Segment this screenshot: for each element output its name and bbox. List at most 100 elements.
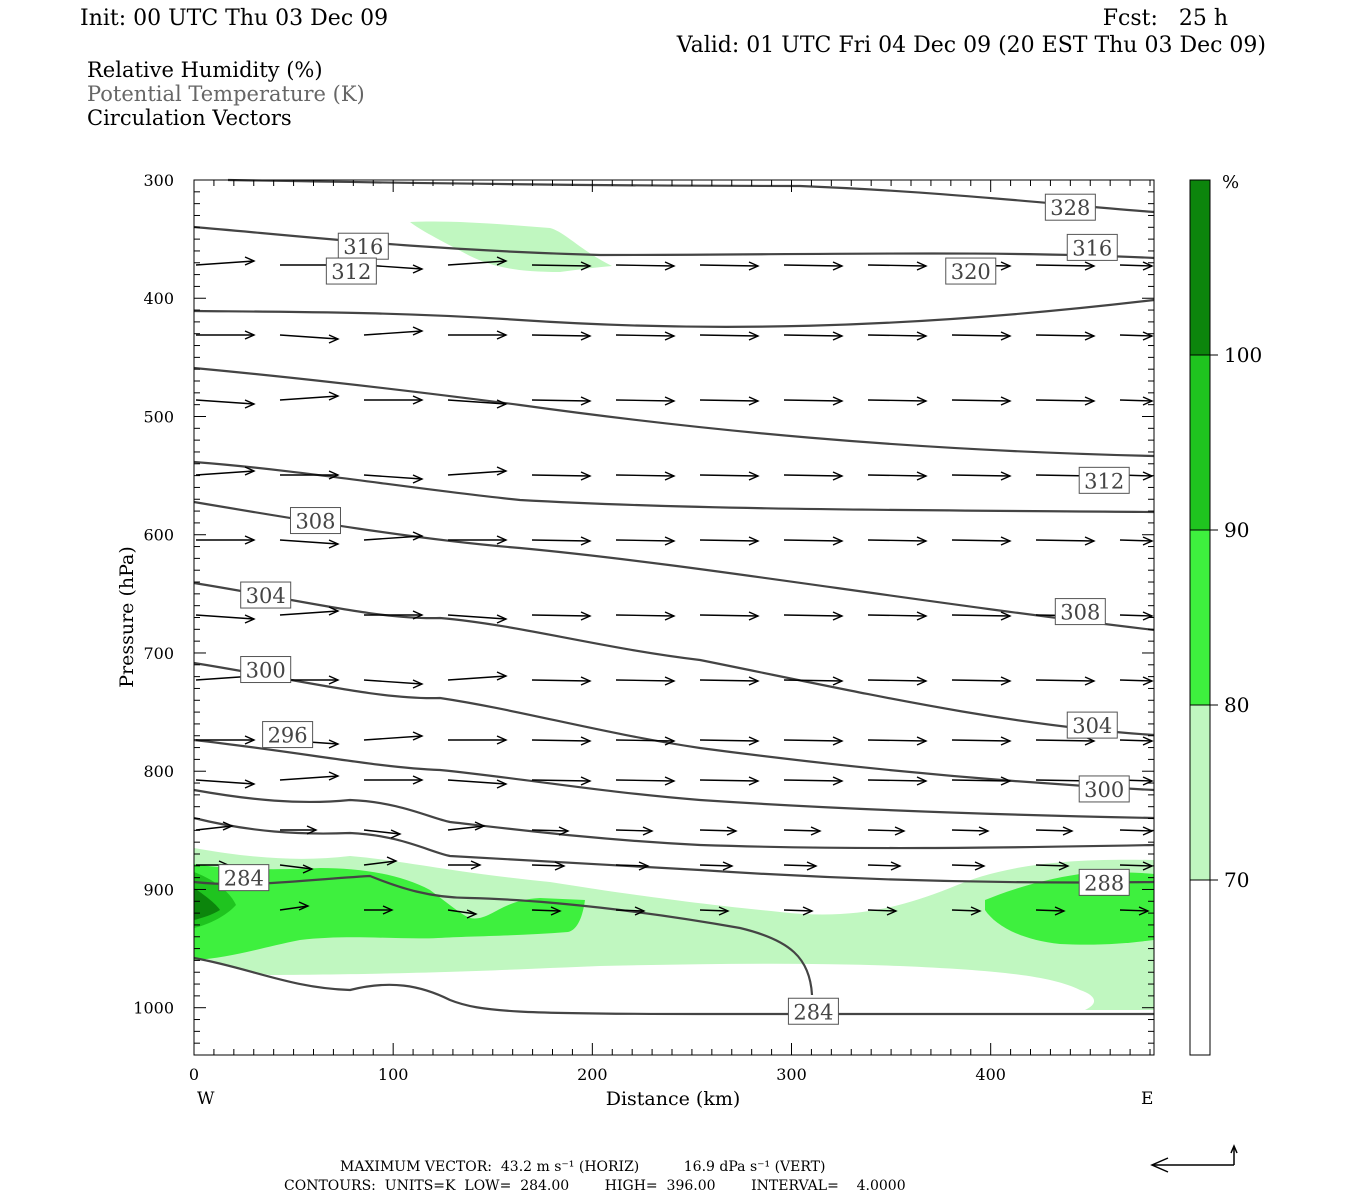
circulation-vector	[615, 779, 675, 782]
circulation-vector	[531, 334, 591, 337]
circulation-vector-head	[496, 735, 508, 745]
circulation-vector	[531, 909, 561, 912]
circulation-vector-head	[580, 776, 592, 786]
circulation-vector-head	[748, 331, 760, 341]
circulation-vector	[783, 539, 843, 542]
circulation-vector-head	[328, 539, 340, 549]
circulation-vector-head	[978, 826, 990, 836]
circulation-vector	[867, 334, 927, 337]
x-tick-labels: 0 100 200 300 400	[189, 1065, 1006, 1084]
y-tick-label: 900	[143, 880, 174, 899]
circulation-vector	[1119, 679, 1153, 682]
circulation-vector-head	[412, 395, 424, 405]
circulation-vector-head	[1058, 861, 1070, 871]
y-tick-label: 400	[143, 289, 174, 308]
circulation-vector	[363, 829, 401, 835]
circulation-vector-head	[328, 334, 340, 344]
circulation-vector	[951, 679, 1011, 682]
circulation-vector-head	[1142, 331, 1154, 341]
circulation-vector-head	[1084, 331, 1096, 341]
circulation-vector-head	[916, 396, 928, 406]
circulation-vector	[363, 330, 423, 336]
circulation-vector-head	[390, 829, 402, 839]
circulation-vector	[1035, 739, 1095, 742]
circulation-vector	[615, 399, 675, 402]
theta-contour-296	[193, 738, 1155, 820]
circulation-vector	[1119, 399, 1153, 402]
circulation-vector-head	[718, 906, 730, 916]
circulation-vector	[531, 829, 569, 832]
theta-label: 304	[1072, 714, 1112, 738]
colorbar-band-90-100	[1190, 355, 1210, 530]
circulation-vector-head	[806, 861, 818, 871]
circulation-vector	[447, 779, 507, 785]
circulation-vector-head	[748, 396, 760, 406]
circulation-vector-head	[496, 614, 508, 624]
circulation-vector-head	[1142, 826, 1154, 836]
circulation-vector	[951, 399, 1011, 402]
circulation-vector-head	[748, 611, 760, 621]
colorbar-band-80-90	[1190, 530, 1210, 705]
circulation-vector-head	[664, 776, 676, 786]
circulation-vector	[699, 739, 759, 742]
theta-contour-284	[193, 956, 1155, 1016]
theta-contour-300	[193, 661, 1155, 792]
circulation-vector	[531, 679, 591, 682]
circulation-vector-head	[886, 906, 898, 916]
circulation-vector	[615, 614, 675, 617]
circulation-vector-head	[302, 864, 314, 874]
circulation-vector	[699, 779, 759, 782]
circulation-vector	[1119, 264, 1153, 267]
circulation-vector-head	[580, 331, 592, 341]
circulation-vector	[1119, 829, 1153, 832]
circulation-vector	[195, 260, 255, 266]
circulation-vector-head	[496, 330, 508, 340]
reference-vector-icon	[1150, 1144, 1238, 1173]
colorbar-label-80: 80	[1224, 693, 1249, 717]
circulation-vector-head	[916, 331, 928, 341]
circulation-vector-head	[244, 535, 256, 545]
circulation-vector	[531, 399, 591, 402]
circulation-vector-head	[412, 531, 424, 541]
circulation-vector-head	[306, 825, 318, 835]
rh-70-region-upper	[410, 221, 612, 272]
theta-contour-320	[193, 298, 1155, 328]
circulation-vector-head	[1000, 471, 1012, 481]
circulation-vector-head	[580, 471, 592, 481]
y-tick-label: 600	[143, 526, 174, 545]
circulation-vector-head	[244, 735, 256, 745]
circulation-vector-head	[832, 396, 844, 406]
circulation-vector	[867, 829, 905, 832]
circulation-vector-head	[916, 736, 928, 746]
circulation-vector-head	[496, 671, 508, 681]
circulation-vector-head	[496, 779, 508, 789]
circulation-vector-head	[832, 261, 844, 271]
circulation-vector-head	[554, 861, 566, 871]
circulation-vector-head	[748, 471, 760, 481]
colorbar-label-100: 100	[1224, 343, 1262, 367]
circulation-vector	[951, 539, 1011, 542]
circulation-vector	[531, 739, 591, 742]
circulation-vector-head	[916, 676, 928, 686]
circulation-vector	[867, 264, 927, 267]
circulation-vector-head	[496, 256, 508, 266]
circulation-vector-head	[832, 776, 844, 786]
theta-label: 308	[1060, 601, 1100, 625]
axis-ticks	[193, 179, 1154, 1056]
y-tick-label: 1000	[133, 999, 174, 1018]
circulation-vector	[951, 909, 981, 912]
circulation-vector-head	[1142, 736, 1154, 746]
rh-80-region-west	[194, 864, 585, 960]
circulation-vector-head	[832, 471, 844, 481]
circulation-vector-head	[1062, 826, 1074, 836]
theta-label-box	[240, 656, 292, 684]
circulation-vector-head	[832, 536, 844, 546]
circulation-vector-head	[328, 739, 340, 749]
circulation-vector	[1035, 679, 1095, 682]
circulation-vector	[699, 614, 759, 617]
theta-label: 288	[1084, 871, 1124, 895]
theta-label-box	[240, 581, 292, 609]
circulation-vector-head	[1084, 261, 1096, 271]
circulation-vector-head	[412, 326, 424, 336]
circulation-vector-head	[722, 861, 734, 871]
